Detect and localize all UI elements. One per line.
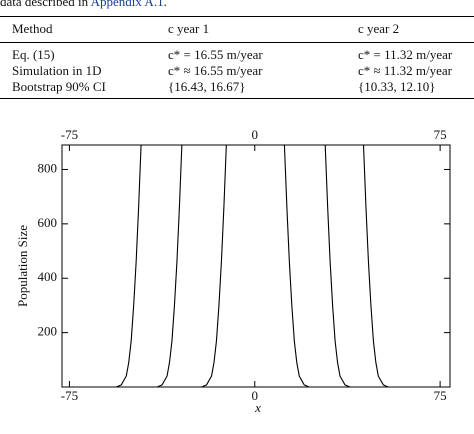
y-tick-label: 800 <box>38 160 58 175</box>
table-cell: Eq. (15) <box>12 47 55 62</box>
table-cell: Simulation in 1D <box>12 63 102 78</box>
curve <box>362 144 389 388</box>
x-axis-label: x <box>254 400 261 415</box>
table-top-rule <box>0 16 474 18</box>
x-tick-label-top: -75 <box>61 127 78 142</box>
curve <box>201 144 227 388</box>
y-tick-label: 200 <box>38 324 58 339</box>
table-cell: {10.33, 12.10} <box>358 79 436 94</box>
table-cell: c* = 16.55 m/year <box>168 47 263 62</box>
header-cell: c year 1 <box>168 21 210 36</box>
x-tick-label: 75 <box>434 388 447 403</box>
intro-end: . <box>163 0 167 9</box>
x-tick-label: 0 <box>252 388 259 403</box>
intro-text: data described in <box>0 0 89 9</box>
curve <box>324 144 351 388</box>
header-cell: c year 2 <box>358 21 400 36</box>
plot-frame <box>61 144 451 388</box>
y-tick-label: 400 <box>38 269 58 284</box>
x-tick-label-top: 0 <box>252 127 259 142</box>
table-cell: c* ≈ 16.55 m/year <box>168 63 263 78</box>
curve <box>116 144 142 388</box>
appendix-link[interactable]: Appendix A.1 <box>90 0 164 9</box>
x-tick-label: -75 <box>61 388 78 403</box>
y-tick-label: 600 <box>38 215 58 230</box>
curve <box>156 144 183 388</box>
curve <box>283 144 310 388</box>
intro-line: data described in Appendix A.1. <box>0 0 167 10</box>
table-cell: c* = 11.32 m/year <box>358 47 453 62</box>
table-cell: {16.43, 16.67} <box>168 79 246 94</box>
x-tick-label-top: 75 <box>434 127 447 142</box>
y-axis-label: Population Size <box>15 225 30 307</box>
table-cell: c* ≈ 11.32 m/year <box>358 63 453 78</box>
table-bottom-rule <box>0 98 474 100</box>
table-mid-rule <box>0 42 474 43</box>
table-cell: Bootstrap 90% CI <box>12 79 106 94</box>
header-cell: Method <box>12 21 53 36</box>
